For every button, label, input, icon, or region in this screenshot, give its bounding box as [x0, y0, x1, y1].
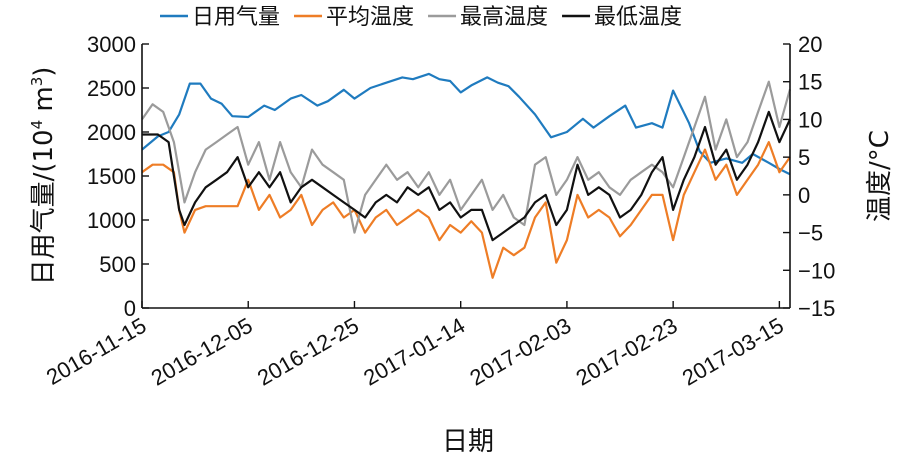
y-left-tick-label: 2500	[87, 76, 136, 101]
series-line-3	[141, 80, 792, 234]
legend-label-1: 日用气量	[192, 5, 280, 30]
y-right-tick-label: 20	[798, 32, 822, 57]
y-left-title-part-1: 日用气量/(10	[29, 129, 59, 285]
axes: 0 500 1000 1500 2000 2500 3000 −15 −10 −5 0 5 10 15 20…	[42, 32, 835, 391]
y-right-tick-label: 0	[798, 183, 810, 208]
y-right-tick-label: 10	[798, 107, 822, 132]
y-right-axis-title: 温度/°C	[865, 130, 895, 222]
x-tick-label: 2016-11-15	[42, 313, 151, 390]
y-left-tick-label: 0	[124, 296, 136, 321]
y-left-tick-label: 1500	[87, 164, 136, 189]
y-left-tick-label: 1000	[87, 208, 136, 233]
legend-label-2: 平均温度	[326, 5, 414, 30]
y-right-tick-label: −5	[798, 221, 823, 246]
y-right-tick-label: 5	[798, 145, 810, 170]
x-tick-label: 2017-02-03	[465, 313, 575, 391]
legend-label-3: 最高温度	[460, 5, 548, 30]
y-left-tick-label: 500	[99, 252, 136, 277]
y-left-title-part-2: m	[29, 86, 59, 120]
series-line-4	[142, 110, 791, 242]
x-axis-title: 日期	[442, 427, 494, 457]
y-left-title-part-3: )	[29, 67, 59, 77]
y-right-tick-label: −15	[798, 296, 835, 321]
x-tick-label: 2017-01-14	[359, 313, 469, 391]
legend: 日用气量 平均温度 最高温度 最低温度	[160, 5, 682, 30]
y-left-title-sup-2: 3	[28, 77, 46, 87]
y-left-axis-title: 日用气量/(104 m3)	[28, 67, 59, 286]
series-line-1	[141, 72, 791, 176]
y-left-tick-label: 3000	[87, 32, 136, 57]
y-left-title-sup-1: 4	[28, 120, 46, 130]
x-tick-label: 2017-03-15	[678, 313, 788, 391]
x-tick-label: 2017-02-23	[572, 313, 682, 391]
y-right-tick-label: −10	[798, 258, 835, 283]
x-tick-label: 2016-12-25	[253, 313, 363, 391]
plot-lines	[141, 72, 792, 279]
legend-label-4: 最低温度	[594, 5, 682, 30]
y-left-tick-label: 2000	[87, 120, 136, 145]
x-tick-label: 2016-12-05	[147, 313, 257, 391]
y-right-tick-label: 15	[798, 70, 822, 95]
